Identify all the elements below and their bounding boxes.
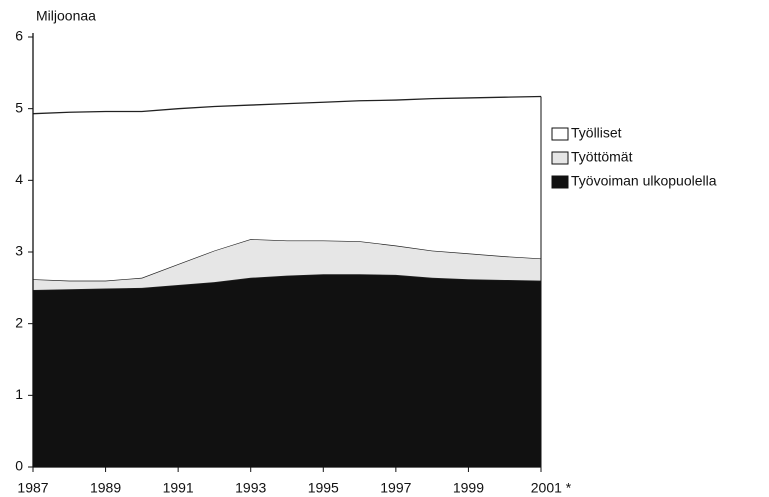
area [33,274,541,467]
x-tick-label: 2001 * [531,480,572,496]
legend-label: Työlliset [571,125,622,141]
y-tick-label: 4 [15,171,23,187]
legend-swatch [551,151,569,165]
legend-swatch [551,175,569,189]
area-edge [32,95,542,115]
x-tick-label: 1989 [90,480,121,496]
y-tick-label: 0 [15,458,23,474]
x-tick-label: 1999 [453,480,484,496]
x-tick-label: 1993 [235,480,266,496]
area [33,239,541,290]
y-tick-label: 1 [15,386,23,402]
area [33,96,541,281]
y-tick-label: 2 [15,314,23,330]
x-tick-label: 1995 [308,480,339,496]
y-tick-label: 6 [15,28,23,44]
legend-label: Työvoiman ulkopuolella [571,173,717,189]
y-tick-label: 5 [15,99,23,115]
y-axis-label: Miljoonaa [36,8,96,24]
x-tick-label: 1997 [380,480,411,496]
x-tick-label: 1991 [163,480,194,496]
x-tick-label: 1987 [17,480,48,496]
y-tick-label: 3 [15,243,23,259]
legend-swatch [551,127,569,141]
legend-label: Työttömät [571,149,633,165]
